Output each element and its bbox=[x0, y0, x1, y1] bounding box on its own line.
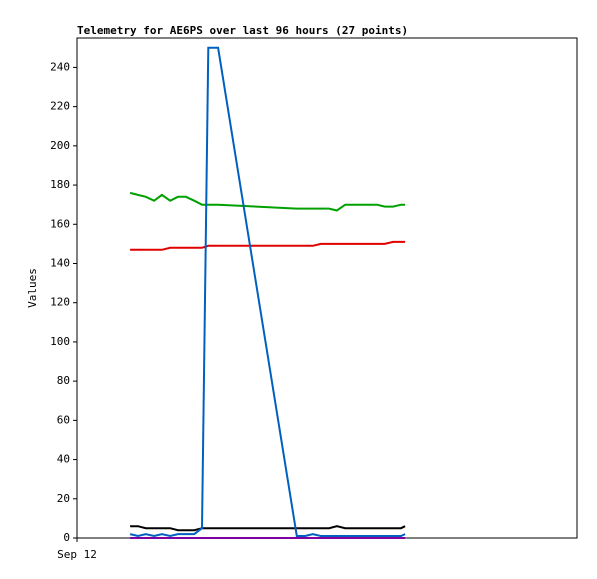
y-tick-label: 40 bbox=[57, 453, 70, 466]
series-line bbox=[130, 240, 406, 251]
y-tick-label: 120 bbox=[50, 296, 70, 309]
chart-title: Telemetry for AE6PS over last 96 hours (… bbox=[77, 24, 408, 37]
y-tick-label: 60 bbox=[57, 413, 70, 426]
y-tick-label: 100 bbox=[50, 335, 70, 348]
y-tick-label: 180 bbox=[50, 178, 70, 191]
y-tick-label: 240 bbox=[50, 60, 70, 73]
y-tick-label: 220 bbox=[50, 100, 70, 113]
series-line bbox=[130, 525, 406, 532]
y-axis-label: Values bbox=[26, 268, 39, 308]
plot-frame bbox=[76, 37, 578, 539]
y-tick-label: 0 bbox=[63, 531, 70, 544]
series-line bbox=[129, 46, 406, 538]
y-tick-label: 160 bbox=[50, 217, 70, 230]
series-line bbox=[129, 191, 406, 212]
y-tick-label: 140 bbox=[50, 256, 70, 269]
y-tick-label: 200 bbox=[50, 139, 70, 152]
y-tick-label: 20 bbox=[57, 492, 70, 505]
y-tick-label: 80 bbox=[57, 374, 70, 387]
x-tick-label: Sep 12 bbox=[57, 548, 97, 561]
